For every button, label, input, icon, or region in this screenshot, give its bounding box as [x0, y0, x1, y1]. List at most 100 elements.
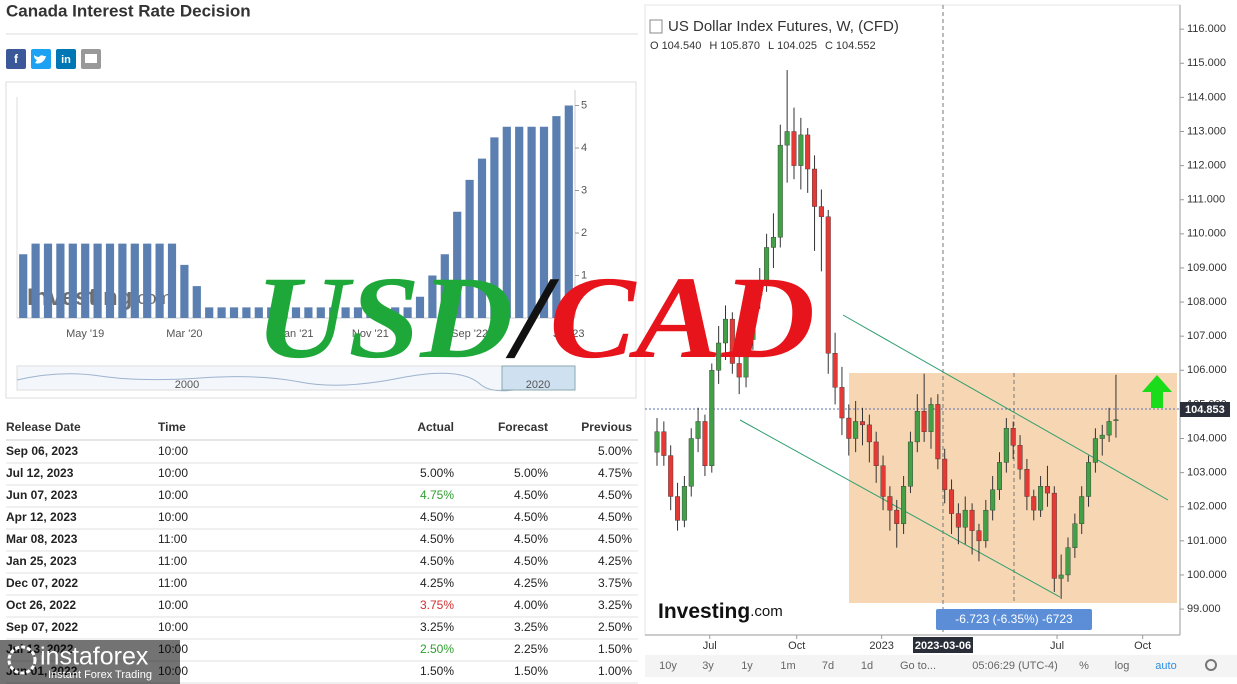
y-tick-label: 3: [581, 184, 587, 196]
chart-frame: [5, 81, 637, 399]
percent-toggle[interactable]: %: [1079, 660, 1089, 672]
chart-title: US Dollar Index Futures, W, (CFD): [668, 18, 899, 35]
bar: [366, 307, 375, 318]
table-cell: Jan 25, 2023: [6, 554, 77, 568]
candle-body: [955, 513, 961, 528]
candle-body: [654, 431, 660, 453]
candle-body: [1024, 469, 1030, 497]
table-cell: 4.50%: [598, 510, 632, 524]
table-cell: Sep 07, 2022: [6, 620, 78, 634]
table-cell: Jun 07, 2023: [6, 488, 78, 502]
range-button[interactable]: 1m: [780, 660, 795, 672]
candle-body: [887, 496, 893, 511]
candle-body: [736, 363, 742, 378]
candle-body: [880, 465, 886, 497]
range-button[interactable]: 10y: [659, 660, 677, 672]
candle-body: [770, 237, 776, 248]
candle-body: [846, 417, 852, 439]
table-cell: 2.50%: [420, 642, 454, 656]
bar: [552, 116, 561, 318]
table-cell: 4.50%: [420, 554, 454, 568]
candle-body: [1106, 421, 1112, 436]
candle-body: [722, 318, 728, 344]
bar: [19, 254, 28, 318]
channel-line: [842, 314, 1169, 501]
bar: [217, 307, 226, 318]
candle-body: [757, 281, 763, 296]
candle-body: [709, 370, 715, 466]
navigator-range[interactable]: [501, 365, 576, 391]
candle-body: [777, 144, 783, 238]
bar: [415, 296, 425, 318]
range-button[interactable]: 7d: [822, 660, 834, 672]
ohlc-value: 104.552: [836, 40, 876, 52]
x-tick-label: Oct: [788, 640, 805, 652]
channel-line: [739, 419, 1061, 598]
up-arrow: [1142, 375, 1172, 408]
y-tick-label: 103.000: [1187, 467, 1227, 479]
bar: [192, 286, 201, 318]
y-tick-label: 112.000: [1187, 160, 1226, 172]
table-cell: 3.25%: [514, 620, 548, 634]
facebook-button[interactable]: [6, 49, 26, 69]
linkedin-icon: in: [61, 54, 71, 66]
x-tick-label: Mar '20: [166, 328, 202, 340]
range-button[interactable]: 1d: [861, 660, 873, 672]
chart-logo: Investing.com: [658, 600, 783, 623]
bar: [502, 126, 511, 318]
y-tick-label: 100.000: [1187, 569, 1227, 581]
candle-body: [873, 441, 879, 466]
bar: [527, 126, 536, 318]
y-tick-label: 106.000: [1187, 364, 1227, 376]
ohlc-key: H: [709, 40, 717, 52]
table-cell: 1.00%: [598, 664, 632, 678]
candle-body: [784, 131, 790, 146]
bar: [81, 243, 90, 318]
bar: [440, 254, 449, 318]
bar: [378, 307, 387, 318]
bar: [453, 211, 462, 318]
column-header: Actual: [417, 420, 454, 434]
bar: [428, 275, 437, 318]
auto-toggle[interactable]: auto: [1155, 660, 1176, 672]
candle-body: [1099, 434, 1105, 439]
navigator-line: [16, 371, 576, 392]
candle-body: [1065, 547, 1071, 576]
y-tick-label: 102.000: [1187, 501, 1227, 513]
range-button[interactable]: 1y: [741, 660, 753, 672]
ohlc-value: 104.025: [777, 40, 817, 52]
table-cell: 10:00: [158, 510, 188, 524]
collapse-toggle[interactable]: [649, 19, 663, 34]
table-cell: 4.25%: [514, 576, 548, 590]
column-header: Time: [158, 420, 186, 434]
bar: [56, 243, 65, 318]
column-header: Previous: [581, 420, 632, 434]
y-tick-label: 113.000: [1187, 125, 1226, 137]
table-cell: 4.50%: [514, 532, 548, 546]
linkedin-button[interactable]: [56, 49, 76, 69]
navigator-label: 2000: [175, 379, 199, 391]
goto-button[interactable]: Go to...: [900, 660, 936, 672]
settings-icon[interactable]: [1205, 659, 1217, 671]
candle-body: [969, 509, 975, 531]
log-toggle[interactable]: log: [1115, 660, 1130, 672]
candle-body: [983, 509, 989, 542]
table-cell: 4.25%: [598, 554, 632, 568]
x-tick-label: Jan '21: [278, 328, 313, 340]
range-button[interactable]: 3y: [702, 660, 714, 672]
bar: [267, 307, 276, 318]
x-tick-label: 2023: [869, 640, 893, 652]
candle-body: [1113, 419, 1119, 421]
bar: [279, 307, 288, 318]
table-cell: Jul 12, 2023: [6, 466, 74, 480]
y-tick-label: 101.000: [1187, 535, 1227, 547]
x-tick-label: May '19: [66, 328, 104, 340]
table-cell: 2.25%: [514, 642, 548, 656]
column-header: Forecast: [498, 420, 548, 434]
bar: [316, 307, 325, 318]
candle-body: [716, 342, 722, 371]
bar: [304, 307, 313, 318]
candle-body: [962, 509, 968, 528]
bar: [291, 307, 301, 318]
